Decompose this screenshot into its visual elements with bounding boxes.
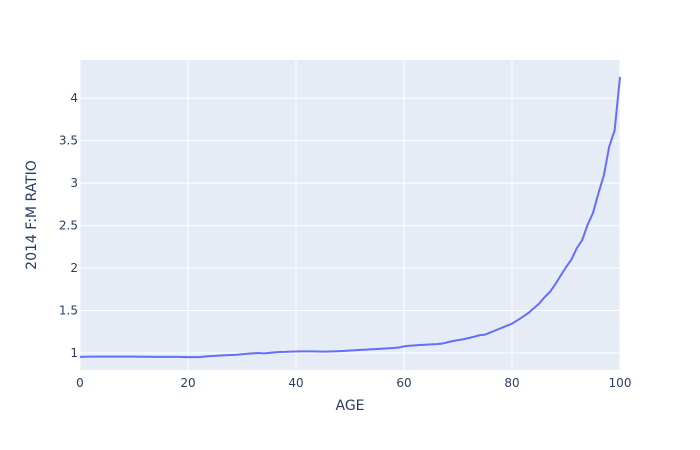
y-tick-label: 2	[70, 261, 78, 275]
y-tick-label: 1.5	[59, 304, 78, 318]
grid-layer	[79, 60, 621, 370]
series-layer	[79, 76, 621, 359]
x-axis-title: AGE	[335, 398, 364, 414]
x-tick-label: 100	[609, 376, 632, 390]
y-axis-title: 2014 F:M RATIO	[24, 160, 40, 270]
x-tick-label: 40	[288, 376, 303, 390]
y-tick-label: 3	[70, 176, 78, 190]
y-tick-label: 2.5	[59, 219, 78, 233]
x-tick-label: 0	[76, 376, 84, 390]
x-tick-label: 20	[180, 376, 195, 390]
plot-area	[80, 60, 620, 370]
series-line	[79, 76, 621, 359]
x-axis-ticks: 0 20 40 60 80 100	[76, 376, 631, 390]
y-tick-label: 3.5	[59, 134, 78, 148]
y-axis-ticks: 1 1.5 2 2.5 3 3.5 4	[59, 91, 78, 360]
y-tick-label: 4	[70, 91, 78, 105]
x-tick-label: 80	[504, 376, 519, 390]
y-tick-label: 1	[70, 346, 78, 360]
x-tick-label: 60	[396, 376, 411, 390]
